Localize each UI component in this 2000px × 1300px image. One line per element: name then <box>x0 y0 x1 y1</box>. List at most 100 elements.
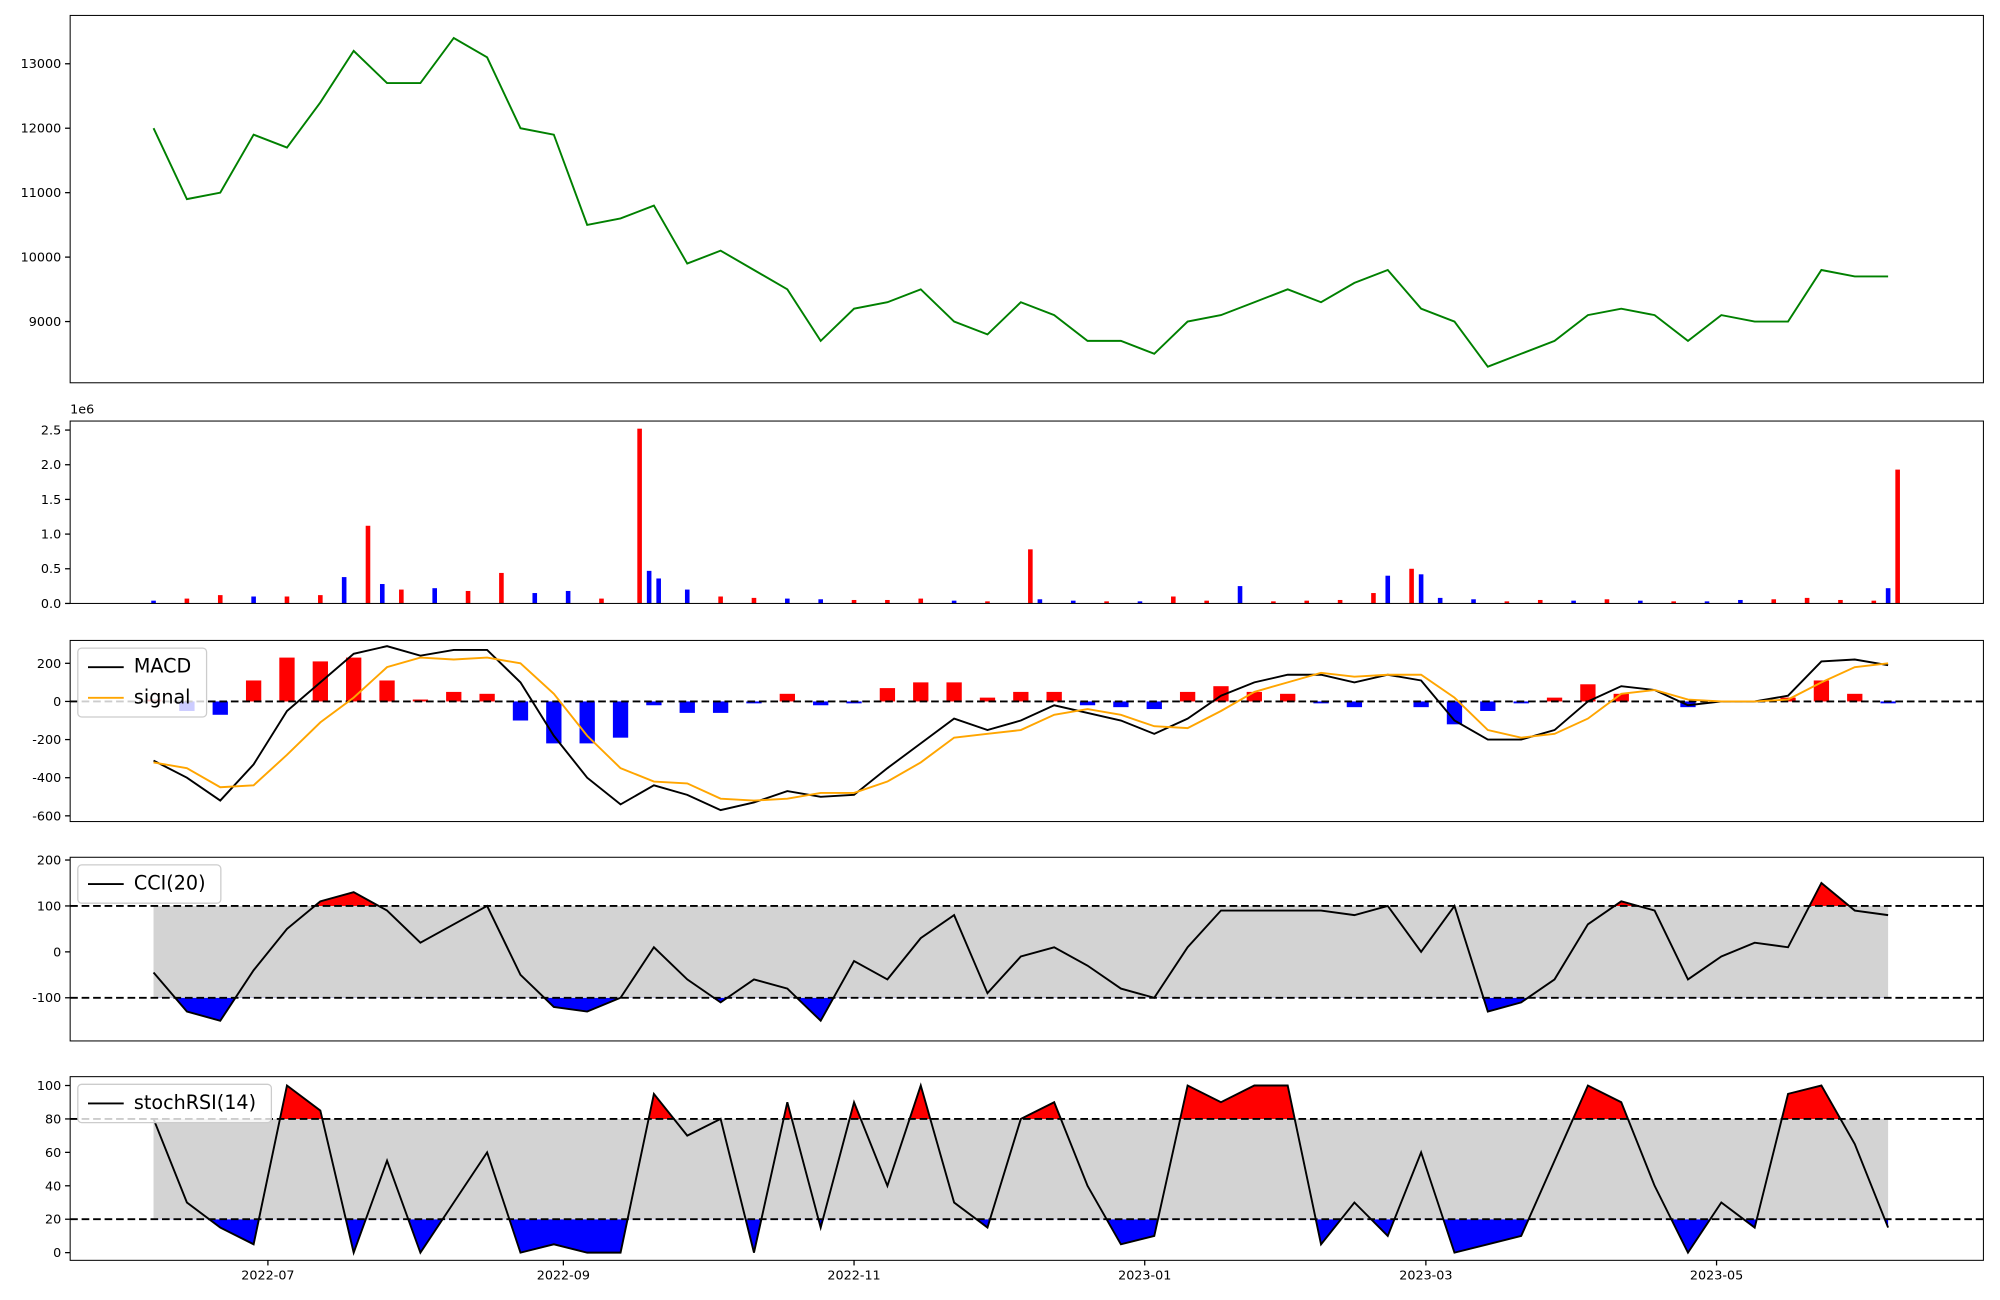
bar <box>184 598 190 604</box>
y-tick-label: -200 <box>32 733 61 748</box>
histogram-bar <box>1413 701 1429 708</box>
bar <box>1418 574 1424 604</box>
panel <box>70 881 1984 1023</box>
bar <box>646 570 652 604</box>
bar <box>1504 601 1510 604</box>
legend: CCI(20) <box>77 864 222 904</box>
bar <box>684 589 690 604</box>
histogram-bar <box>479 693 495 702</box>
plot-frame <box>69 14 1984 384</box>
bar <box>1385 575 1391 604</box>
y-tick-label: 200 <box>37 657 61 672</box>
y-tick-label: 100 <box>37 1079 61 1094</box>
bar <box>379 584 385 604</box>
y-tick-label: 40 <box>45 1179 61 1194</box>
bar <box>284 596 290 604</box>
bar <box>1304 600 1310 604</box>
histogram-bar <box>446 691 462 702</box>
y-tick-label: 1.5 <box>41 493 61 508</box>
bar <box>1371 593 1376 604</box>
legend-label: stochRSI(14) <box>134 1091 256 1114</box>
neutral-band <box>153 905 1889 998</box>
legend-box <box>77 1083 273 1124</box>
y-tick-label: 13000 <box>21 57 62 72</box>
bar <box>251 596 256 604</box>
bar <box>1337 599 1343 604</box>
plot-frame <box>69 1076 1984 1261</box>
bar <box>885 599 890 604</box>
histogram-bar <box>579 701 595 744</box>
y-tick-label: 9000 <box>29 315 61 330</box>
histogram-bar <box>1446 701 1463 725</box>
bar <box>432 588 437 604</box>
histogram-bar <box>245 680 262 702</box>
panel <box>70 1082 1984 1256</box>
bar <box>1271 601 1276 604</box>
y-tick-label: 60 <box>45 1146 61 1161</box>
y-tick-label: 12000 <box>21 122 62 137</box>
histogram-bar <box>1280 693 1296 702</box>
histogram-bar <box>679 701 695 713</box>
bar <box>985 601 990 604</box>
bar <box>951 600 957 604</box>
x-tick-label: 2022-09 <box>537 1268 590 1283</box>
bar <box>1604 599 1610 604</box>
histogram-bar <box>712 701 729 713</box>
bar <box>1895 469 1900 604</box>
bar <box>1704 601 1710 604</box>
histogram-bar <box>279 657 295 702</box>
y-tick-label: 80 <box>45 1112 61 1127</box>
oversold-fill <box>153 997 1889 1021</box>
bar <box>1070 600 1076 604</box>
y-tick-label: 11000 <box>21 186 62 201</box>
panel <box>70 645 1984 812</box>
bar <box>1409 568 1414 604</box>
bar <box>1471 599 1476 604</box>
bar <box>637 428 642 604</box>
bar <box>718 596 723 604</box>
histogram-bar <box>1013 691 1029 702</box>
y-tick-label: 2.0 <box>41 458 61 473</box>
x-tick-label: 2023-01 <box>1118 1268 1171 1283</box>
y-tick-label: 0 <box>53 1246 61 1261</box>
bar <box>1137 601 1143 604</box>
plot-frame <box>69 856 1984 1042</box>
histogram-bar <box>512 701 529 721</box>
bar <box>1237 586 1243 604</box>
y-tick-label: 100 <box>37 899 61 914</box>
bar <box>751 597 757 604</box>
neutral-band <box>153 1118 1889 1220</box>
histogram-bar <box>979 697 996 702</box>
axis-offset-label: 1e6 <box>70 402 94 417</box>
y-tick-label: 0.0 <box>41 597 61 612</box>
bar <box>1638 600 1643 604</box>
bar <box>1671 601 1676 604</box>
panel <box>151 428 1900 604</box>
x-tick-label: 2022-11 <box>827 1268 880 1283</box>
bar <box>318 595 323 604</box>
bar <box>1437 597 1443 604</box>
histogram-bar <box>1079 701 1096 706</box>
y-tick-label: 200 <box>37 853 61 868</box>
series-line <box>153 645 1889 812</box>
histogram-bar <box>1480 701 1496 711</box>
x-tick-label: 2023-03 <box>1399 1268 1452 1283</box>
y-tick-label: -100 <box>32 991 61 1006</box>
bar <box>1738 599 1743 604</box>
bar <box>1871 600 1877 604</box>
plot-frame <box>69 420 1984 604</box>
bar <box>1885 588 1891 604</box>
bar <box>785 598 790 604</box>
histogram-bar <box>1847 693 1863 702</box>
histogram-bar <box>1813 680 1830 702</box>
histogram-bar <box>1246 691 1262 702</box>
y-tick-label: 1.0 <box>41 528 61 543</box>
bar <box>1104 601 1109 604</box>
series-line <box>152 1082 1890 1256</box>
histogram-bar <box>1179 691 1196 702</box>
bar <box>1838 599 1843 604</box>
bar <box>656 578 661 604</box>
bar <box>399 589 404 604</box>
histogram-bar <box>346 657 362 702</box>
histogram-bar <box>1046 691 1062 702</box>
